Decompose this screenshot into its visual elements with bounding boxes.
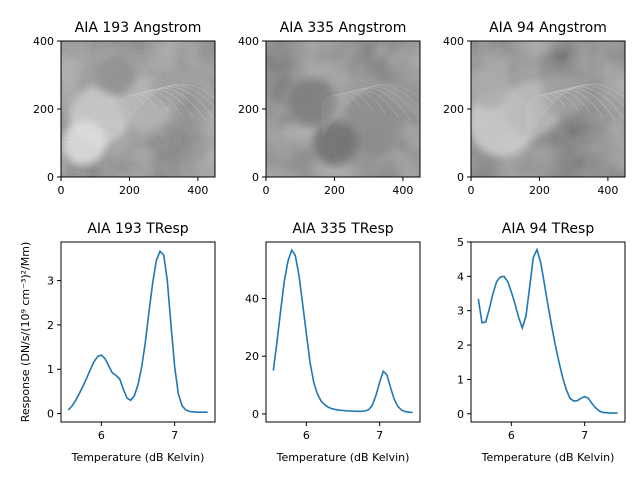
- y-tick-label: 0: [252, 171, 259, 184]
- x-tick-label: 200: [119, 184, 140, 197]
- y-tick-label: 200: [443, 103, 464, 116]
- y-tick-label: 2: [47, 319, 54, 332]
- axes-frame: [265, 241, 421, 423]
- x-tick-label: 7: [581, 429, 588, 442]
- y-tick-label: 400: [33, 35, 54, 48]
- x-tick-label: 7: [376, 429, 383, 442]
- y-tick-label: 3: [457, 305, 464, 318]
- response-line: [67, 249, 208, 414]
- panel-3: AIA 94 Angstrom 0 200 400 0 200 400: [443, 20, 626, 197]
- x-tick-label: 200: [324, 184, 345, 197]
- y-tick-label: 1: [457, 373, 464, 386]
- axes-frame: [470, 241, 626, 423]
- x-tick-label: 400: [392, 184, 413, 197]
- solar-image: [266, 41, 420, 177]
- y-tick-label: 1: [47, 363, 54, 376]
- panel-title: AIA 193 TResp: [87, 221, 188, 237]
- axes-frame: [60, 241, 216, 423]
- y-tick-label: 0: [457, 171, 464, 184]
- solar-image: [471, 41, 625, 177]
- y-axis-label: Response (DN/s/(10⁹ cm⁻³)²/Mm): [19, 242, 32, 423]
- x-tick-label: 6: [303, 429, 310, 442]
- x-tick-label: 200: [529, 184, 550, 197]
- panel-title: AIA 193 Angstrom: [75, 20, 202, 36]
- x-tick-label: 0: [58, 184, 65, 197]
- y-tick-label: 40: [245, 293, 259, 306]
- x-tick-label: 7: [171, 429, 178, 442]
- x-tick-label: 400: [187, 184, 208, 197]
- panel-6: AIA 94 TResp Temperature (dB Kelvin) 6 7 0 1 2…: [457, 221, 626, 464]
- x-tick-label: 0: [263, 184, 270, 197]
- x-axis-label: Temperature (dB Kelvin): [481, 451, 615, 464]
- y-tick-label: 3: [47, 275, 54, 288]
- y-tick-label: 0: [457, 408, 464, 421]
- panel-2: AIA 335 Angstrom 0 200 400 0 200 400: [238, 20, 421, 197]
- y-tick-label: 4: [457, 270, 464, 283]
- y-tick-label: 400: [443, 35, 464, 48]
- response-line: [477, 247, 618, 414]
- y-tick-label: 0: [47, 408, 54, 421]
- panel-title: AIA 335 Angstrom: [280, 20, 407, 36]
- y-tick-label: 200: [238, 103, 259, 116]
- y-tick-label: 5: [457, 236, 464, 249]
- panel-5: AIA 335 TResp Temperature (dB Kelvin) 6 7 0 2…: [245, 221, 421, 464]
- x-axis-label: Temperature (dB Kelvin): [71, 451, 205, 464]
- x-tick-label: 6: [508, 429, 515, 442]
- x-axis-label: Temperature (dB Kelvin): [276, 451, 410, 464]
- y-tick-label: 2: [457, 339, 464, 352]
- panel-title: AIA 94 Angstrom: [489, 20, 607, 36]
- panel-4: AIA 193 TResp Temperature (dB Kelvin) Resp…: [19, 221, 216, 464]
- y-tick-label: 200: [33, 103, 54, 116]
- panel-title: AIA 94 TResp: [502, 221, 595, 237]
- y-tick-label: 0: [252, 408, 259, 421]
- panel-1: AIA 193 Angstrom 0 200 400 0 200 400: [33, 20, 216, 197]
- y-tick-label: 0: [47, 171, 54, 184]
- panel-title: AIA 335 TResp: [292, 221, 393, 237]
- response-line: [272, 248, 413, 414]
- y-tick-label: 400: [238, 35, 259, 48]
- solar-image: [61, 41, 215, 177]
- x-tick-label: 400: [597, 184, 618, 197]
- x-tick-label: 6: [98, 429, 105, 442]
- y-tick-label: 20: [245, 350, 259, 363]
- x-tick-label: 0: [468, 184, 475, 197]
